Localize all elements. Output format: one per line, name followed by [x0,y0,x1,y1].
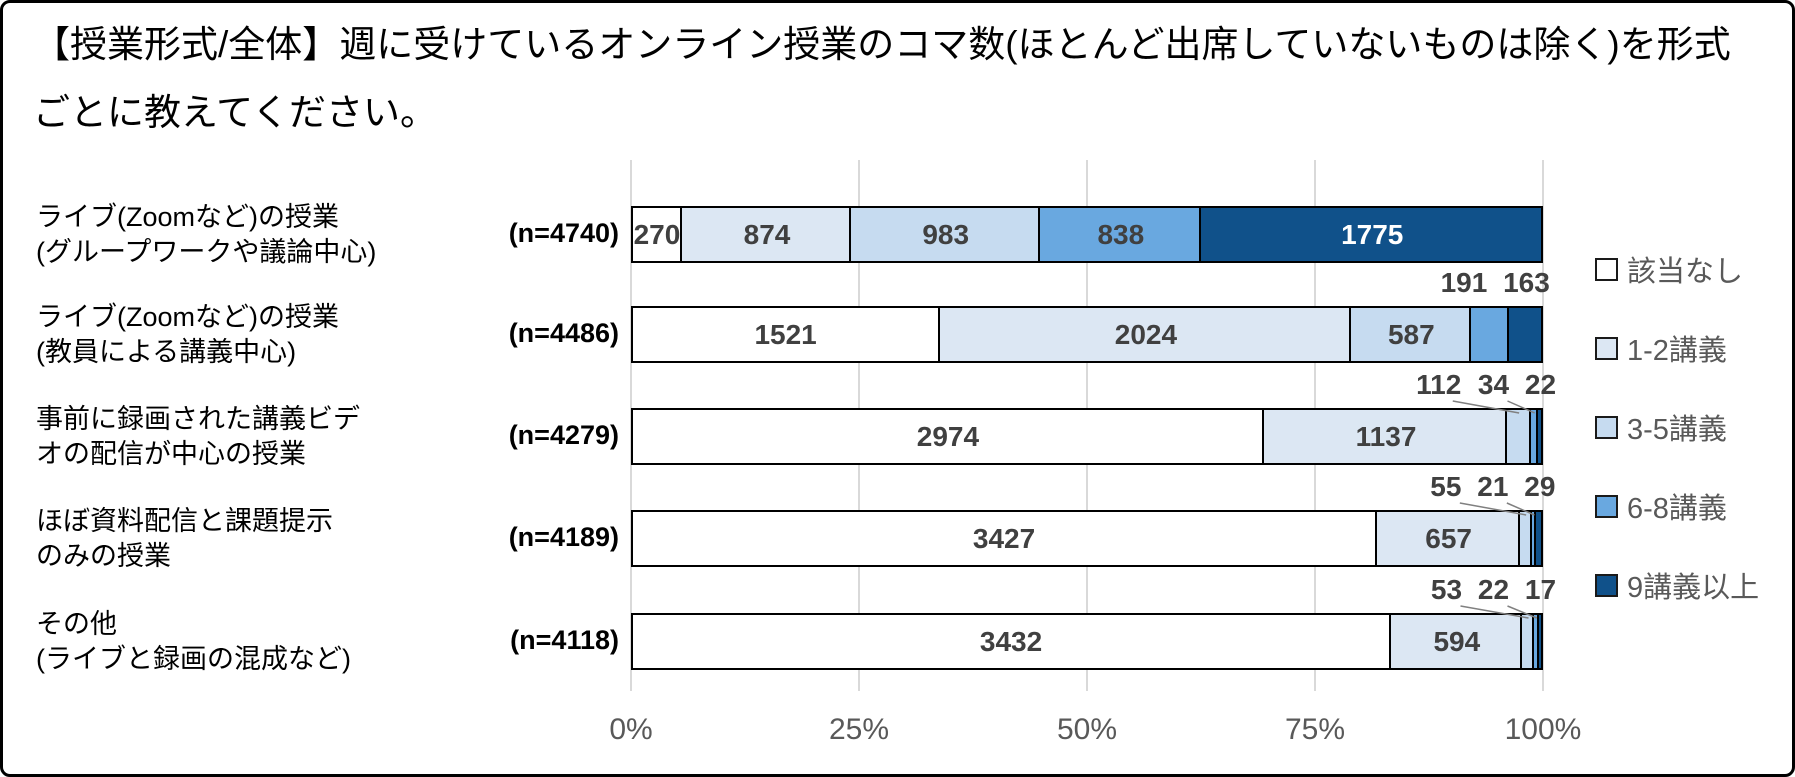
bar-segment [1507,306,1543,363]
category-label: ライブ(Zoomなど)の授業 (グループワークや議論中心) [36,200,376,270]
bar-segment [937,306,1352,363]
category-label-line: (教員による講義中心) [36,336,297,367]
bar-segment [1534,510,1543,567]
legend-item: 9講義以上 [1595,564,1759,606]
bar-segment [1198,206,1543,263]
category-label-line: (グループワークや議論中心) [36,236,377,267]
n-count-label: (n=4740) [508,217,619,248]
stacked-bar: 270 874 983 838 1775 [631,206,1543,263]
n-count-label: (n=4118) [510,624,619,655]
segment-value-label: 3427 [972,523,1036,554]
segment-value-label: 983 [922,219,970,250]
bar-segment [1262,408,1508,465]
legend-item: 6-8講義 [1595,485,1727,527]
bar-segment [1535,408,1543,465]
n-count-label: (n=4189) [508,521,619,552]
category-label: ほぼ資料配信と課題提示 のみの授業 [36,504,333,574]
category-label-line: のみの授業 [36,540,171,571]
segment-value-label: 1775 [1341,219,1404,250]
category-label-line: ライブ(Zoomなど)の授業 [36,201,339,232]
legend-item: 該当なし [1595,248,1743,290]
segment-value-label-outside: 34 [1477,369,1510,400]
legend-label: 1-2講義 [1627,335,1727,367]
category-label-line: ライブ(Zoomなど)の授業 [36,301,339,332]
bar-segment [1349,306,1472,363]
segment-value-label: 1137 [1355,421,1417,452]
segment-value-label: 2024 [1114,319,1178,350]
legend-swatch-icon [1595,415,1618,439]
x-axis-tick-label: 100% [1504,713,1582,746]
segment-value-label-outside: 191 [1440,267,1488,298]
category-label: 事前に録画された講義ビデ オの配信が中心の授業 [36,402,360,472]
legend-swatch-icon [1595,573,1618,597]
category-label-line: 事前に録画された講義ビデ [36,403,360,434]
x-axis-tick-label: 0% [609,713,653,746]
bar-segment [1468,306,1510,363]
bar-segment [1504,408,1532,465]
legend-swatch-icon [1595,336,1618,360]
segment-value-label: 1521 [754,319,817,350]
x-axis-tick-label: 50% [1056,713,1118,746]
segment-value-label-outside: 22 [1477,574,1510,605]
stacked-bar: 2974 1137 [631,408,1543,465]
category-label-line: (ライブと録画の混成など) [36,643,351,674]
segment-value-label-outside: 22 [1524,369,1557,400]
segment-value-label: 594 [1433,626,1481,657]
segment-value-label: 874 [743,219,791,250]
segment-value-label-outside: 17 [1524,574,1557,605]
legend-label: 9講義以上 [1627,572,1760,604]
bar-segment [631,408,1265,465]
segment-value-label: 838 [1097,219,1145,250]
segment-value-label-outside: 55 [1430,471,1462,502]
stacked-bar: 3432 594 [631,613,1543,670]
category-label: ライブ(Zoomなど)の授業 (教員による講義中心) [36,300,339,370]
legend-label: 6-8講義 [1627,493,1727,525]
legend-item: 3-5講義 [1595,406,1727,448]
category-label-line: オの配信が中心の授業 [36,438,306,469]
category-label: その他 (ライブと録画の混成など) [36,607,351,677]
bar-segment [848,206,1041,263]
legend-label: 3-5講義 [1627,414,1727,446]
legend-label: 該当なし [1627,256,1744,288]
segment-value-label-outside: 21 [1477,471,1509,502]
segment-value-label: 2974 [916,421,980,452]
legend-swatch-icon [1595,494,1618,518]
x-axis-tick-label: 75% [1284,713,1346,746]
segment-value-label-outside: 29 [1524,471,1556,502]
segment-value-label: 270 [633,219,681,250]
stacked-bar: 1521 2024 587 [631,306,1543,363]
bar-segment [631,510,1378,567]
bar-segment [631,206,683,263]
chart-title: 【授業形式/全体】週に受けているオンライン授業のコマ数(ほとんど出席していないも… [33,24,1731,133]
gridline [1542,160,1544,691]
bar-segment [631,306,941,363]
stacked-bar: 3427 657 [631,510,1543,567]
segment-value-label-outside: 112 [1416,369,1462,400]
legend-item: 1-2講義 [1595,327,1727,369]
category-label-line: ほぼ資料配信と課題提示 [36,505,333,536]
segment-value-label: 657 [1425,523,1472,554]
x-axis-tick-label: 25% [828,713,890,746]
bar-segment [1388,613,1523,670]
segment-value-label: 3432 [979,626,1043,657]
category-label-line: その他 [36,608,117,639]
segment-value-label-outside: 163 [1503,267,1550,298]
bar-segment [1037,206,1202,263]
n-count-label: (n=4279) [508,419,619,450]
bar-segment [1536,613,1543,670]
n-count-label: (n=4486) [508,317,619,348]
segment-value-label-outside: 53 [1430,574,1463,605]
bar-segment [631,613,1392,670]
segment-value-label: 587 [1387,319,1435,350]
legend-swatch-icon [1595,257,1618,281]
